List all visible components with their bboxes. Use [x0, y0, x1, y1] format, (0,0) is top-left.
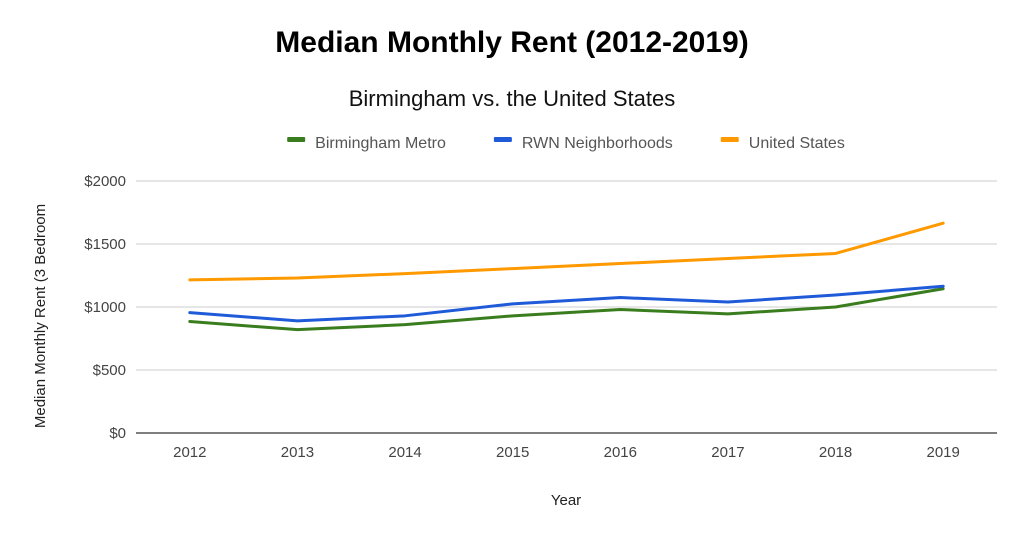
legend: Birmingham Metro RWN Neighborhoods United … — [287, 135, 845, 152]
series-line-rwn-neighborhoods — [188, 284, 945, 323]
x-tick-label: 2016 — [604, 444, 637, 461]
x-axis-label: Year — [551, 492, 581, 509]
series-line-united-states — [188, 221, 945, 282]
legend-label: United States — [749, 135, 845, 152]
y-axis-label: Median Monthly Rent (3 Bedroom — [32, 204, 49, 428]
x-tick-label: 2018 — [819, 444, 852, 461]
legend-swatch — [493, 137, 512, 142]
legend-label: RWN Neighborhoods — [522, 135, 673, 152]
x-tick-label: 2017 — [711, 444, 744, 461]
x-tick-label: 2015 — [496, 444, 529, 461]
series-line-birmingham-metro — [188, 287, 945, 332]
x-tick-label: 2019 — [927, 444, 960, 461]
legend-item: RWN Neighborhoods — [493, 135, 673, 152]
y-axis-ticks: $0 $500 $1000 $1500 $2000 — [84, 173, 126, 442]
legend-swatch — [287, 137, 306, 142]
y-tick-label: $1500 — [84, 236, 126, 253]
legend-label: Birmingham Metro — [315, 135, 446, 152]
x-tick-label: 2013 — [281, 444, 314, 461]
legend-swatch — [720, 137, 739, 142]
gridlines — [136, 180, 997, 434]
series-lines — [188, 221, 945, 332]
y-tick-label: $500 — [93, 362, 126, 379]
x-axis-ticks: 2012 2013 2014 2015 2016 2017 2018 2019 — [173, 444, 960, 461]
y-tick-label: $2000 — [84, 173, 126, 190]
chart-subtitle: Birmingham vs. the United States — [348, 86, 676, 111]
legend-item: Birmingham Metro — [287, 135, 446, 152]
legend-item: United States — [720, 135, 845, 152]
x-tick-label: 2012 — [173, 444, 206, 461]
y-tick-label: $1000 — [84, 299, 126, 316]
chart-title: Median Monthly Rent (2012-2019) — [275, 26, 749, 59]
x-tick-label: 2014 — [388, 444, 421, 461]
y-tick-label: $0 — [109, 425, 126, 442]
